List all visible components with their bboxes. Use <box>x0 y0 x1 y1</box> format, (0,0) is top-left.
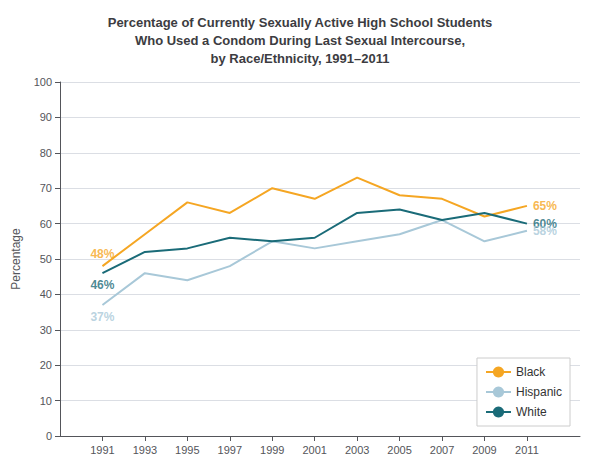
svg-text:1991: 1991 <box>90 444 114 456</box>
svg-text:20: 20 <box>40 359 52 371</box>
svg-text:90: 90 <box>40 111 52 123</box>
svg-text:2003: 2003 <box>345 444 369 456</box>
svg-text:by Race/Ethnicity, 1991–2011: by Race/Ethnicity, 1991–2011 <box>211 51 390 66</box>
svg-text:Hispanic: Hispanic <box>516 385 562 399</box>
svg-text:65%: 65% <box>533 199 557 213</box>
svg-text:60: 60 <box>40 218 52 230</box>
svg-text:30: 30 <box>40 324 52 336</box>
svg-text:2007: 2007 <box>430 444 454 456</box>
svg-text:1999: 1999 <box>260 444 284 456</box>
svg-text:40: 40 <box>40 288 52 300</box>
svg-text:2009: 2009 <box>472 444 496 456</box>
svg-text:46%: 46% <box>90 278 114 292</box>
svg-text:Who Used a Condom During Last: Who Used a Condom During Last Sexual Int… <box>135 33 465 48</box>
svg-text:37%: 37% <box>90 310 114 324</box>
svg-text:2011: 2011 <box>515 444 539 456</box>
svg-text:100: 100 <box>34 76 52 88</box>
svg-text:1993: 1993 <box>133 444 157 456</box>
svg-text:50: 50 <box>40 253 52 265</box>
svg-text:Percentage of Currently Sexual: Percentage of Currently Sexually Active … <box>108 15 493 30</box>
svg-text:Black: Black <box>516 365 546 379</box>
svg-text:2005: 2005 <box>387 444 411 456</box>
svg-text:Percentage: Percentage <box>9 228 23 290</box>
svg-text:48%: 48% <box>90 247 114 261</box>
svg-text:70: 70 <box>40 182 52 194</box>
svg-text:58%: 58% <box>533 224 557 238</box>
svg-text:10: 10 <box>40 395 52 407</box>
svg-text:2001: 2001 <box>302 444 326 456</box>
svg-text:0: 0 <box>46 430 52 442</box>
svg-text:1995: 1995 <box>175 444 199 456</box>
svg-text:80: 80 <box>40 147 52 159</box>
svg-text:White: White <box>516 405 547 419</box>
svg-text:1997: 1997 <box>218 444 242 456</box>
